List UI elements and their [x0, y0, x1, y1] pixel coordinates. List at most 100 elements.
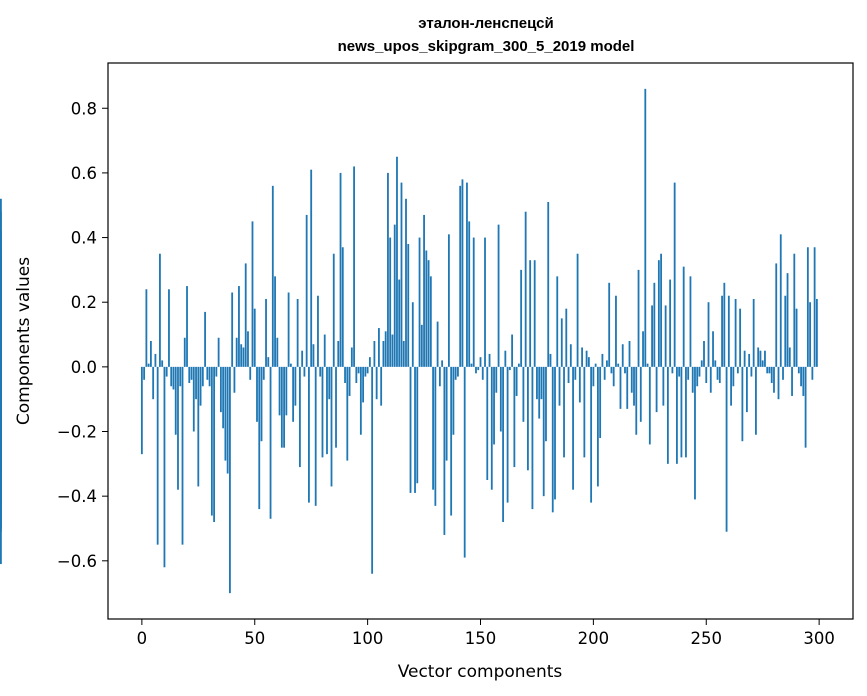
- bar-252: [709, 366, 712, 393]
- bar-84: [330, 366, 333, 487]
- bar-81: [323, 334, 326, 367]
- bar-119: [409, 366, 412, 493]
- bar-230: [660, 253, 663, 367]
- bar-95: [355, 366, 358, 384]
- bar-251: [707, 302, 710, 367]
- bar-201: [594, 363, 597, 367]
- bar-120: [411, 302, 414, 367]
- bar-90: [344, 366, 346, 384]
- bar-174: [533, 260, 536, 367]
- bar-67: [292, 366, 295, 422]
- bar-undefined: [0, 324, 2, 367]
- y-tick-label: 0.8: [71, 99, 97, 118]
- bar-258: [723, 282, 726, 367]
- bar-150: [479, 357, 482, 367]
- bar-168: [520, 269, 523, 367]
- bar-276: [764, 350, 766, 367]
- bar-71: [301, 350, 304, 367]
- bar-234: [669, 279, 672, 367]
- y-tick-label: 0.0: [71, 358, 97, 377]
- bar-245: [694, 366, 696, 500]
- bar-series: [0, 88, 818, 594]
- bar-180: [547, 202, 550, 367]
- bar-39: [229, 366, 231, 594]
- bar-156: [493, 366, 495, 445]
- bar-undefined: [0, 269, 2, 367]
- bar-43: [238, 286, 240, 367]
- bar-98: [362, 366, 365, 403]
- bar-256: [718, 366, 721, 384]
- bar-186: [560, 318, 563, 367]
- bar-235: [671, 366, 674, 374]
- bar-69: [296, 298, 299, 367]
- bar-223: [644, 88, 647, 367]
- bar-103: [373, 341, 376, 367]
- bar-114: [398, 279, 401, 367]
- bar-106: [380, 366, 383, 406]
- bar-246: [696, 366, 699, 387]
- bar-5: [152, 366, 155, 400]
- bar-134: [443, 366, 446, 535]
- bar-9: [161, 360, 164, 367]
- bar-204: [601, 353, 604, 367]
- bar-271: [752, 298, 755, 367]
- bar-211: [617, 363, 620, 367]
- bar-146: [470, 363, 473, 367]
- bar-46: [244, 263, 247, 367]
- bar-216: [628, 341, 631, 367]
- bar-278: [768, 366, 771, 374]
- bar-241: [685, 366, 687, 458]
- bar-73: [305, 214, 308, 367]
- bar-139: [454, 366, 457, 380]
- bar-17: [179, 366, 182, 387]
- bar-173: [531, 366, 534, 510]
- bar-169: [522, 366, 525, 422]
- bar-136: [447, 234, 450, 367]
- y-tick-label: −0.6: [57, 552, 97, 571]
- bar-75: [310, 169, 313, 367]
- bar-203: [599, 366, 602, 438]
- bar-78: [317, 295, 319, 367]
- bar-274: [759, 350, 762, 367]
- bar-118: [407, 244, 410, 367]
- bar-16: [177, 366, 179, 490]
- bar-205: [603, 366, 606, 380]
- bar-93: [350, 347, 353, 367]
- bar-65: [287, 292, 290, 367]
- chart-title: эталон-ленспецсй: [418, 15, 553, 32]
- bar-219: [635, 366, 638, 435]
- bar-281: [775, 263, 778, 367]
- bar-44: [240, 344, 243, 367]
- bar-91: [346, 366, 349, 461]
- bar-254: [714, 360, 717, 367]
- bar-163: [508, 366, 511, 371]
- bar-131: [436, 321, 439, 367]
- bar-288: [791, 366, 793, 396]
- bar-89: [341, 247, 344, 367]
- bar-13: [170, 366, 173, 387]
- bar-38: [226, 366, 229, 474]
- bar-295: [806, 247, 809, 367]
- bar-202: [596, 366, 599, 487]
- bar-218: [633, 366, 635, 406]
- bar-155: [490, 366, 493, 490]
- bar-7: [156, 366, 159, 545]
- bar-158: [497, 224, 500, 367]
- bar-233: [666, 366, 669, 464]
- bar-50: [253, 308, 256, 367]
- bar-143: [463, 366, 466, 558]
- x-tick-label: 250: [691, 629, 723, 648]
- bar-277: [766, 366, 769, 374]
- bar-23: [192, 366, 195, 432]
- bar-30: [208, 366, 211, 387]
- bar-165: [513, 366, 516, 468]
- bar-130: [434, 366, 437, 506]
- bar-261: [730, 366, 732, 406]
- bar-250: [705, 366, 708, 384]
- bar-64: [285, 366, 288, 416]
- bar-29: [206, 366, 209, 380]
- bar-194: [578, 366, 581, 403]
- bar-0: [140, 366, 143, 455]
- bar-297: [811, 366, 814, 380]
- bar-153: [486, 366, 489, 480]
